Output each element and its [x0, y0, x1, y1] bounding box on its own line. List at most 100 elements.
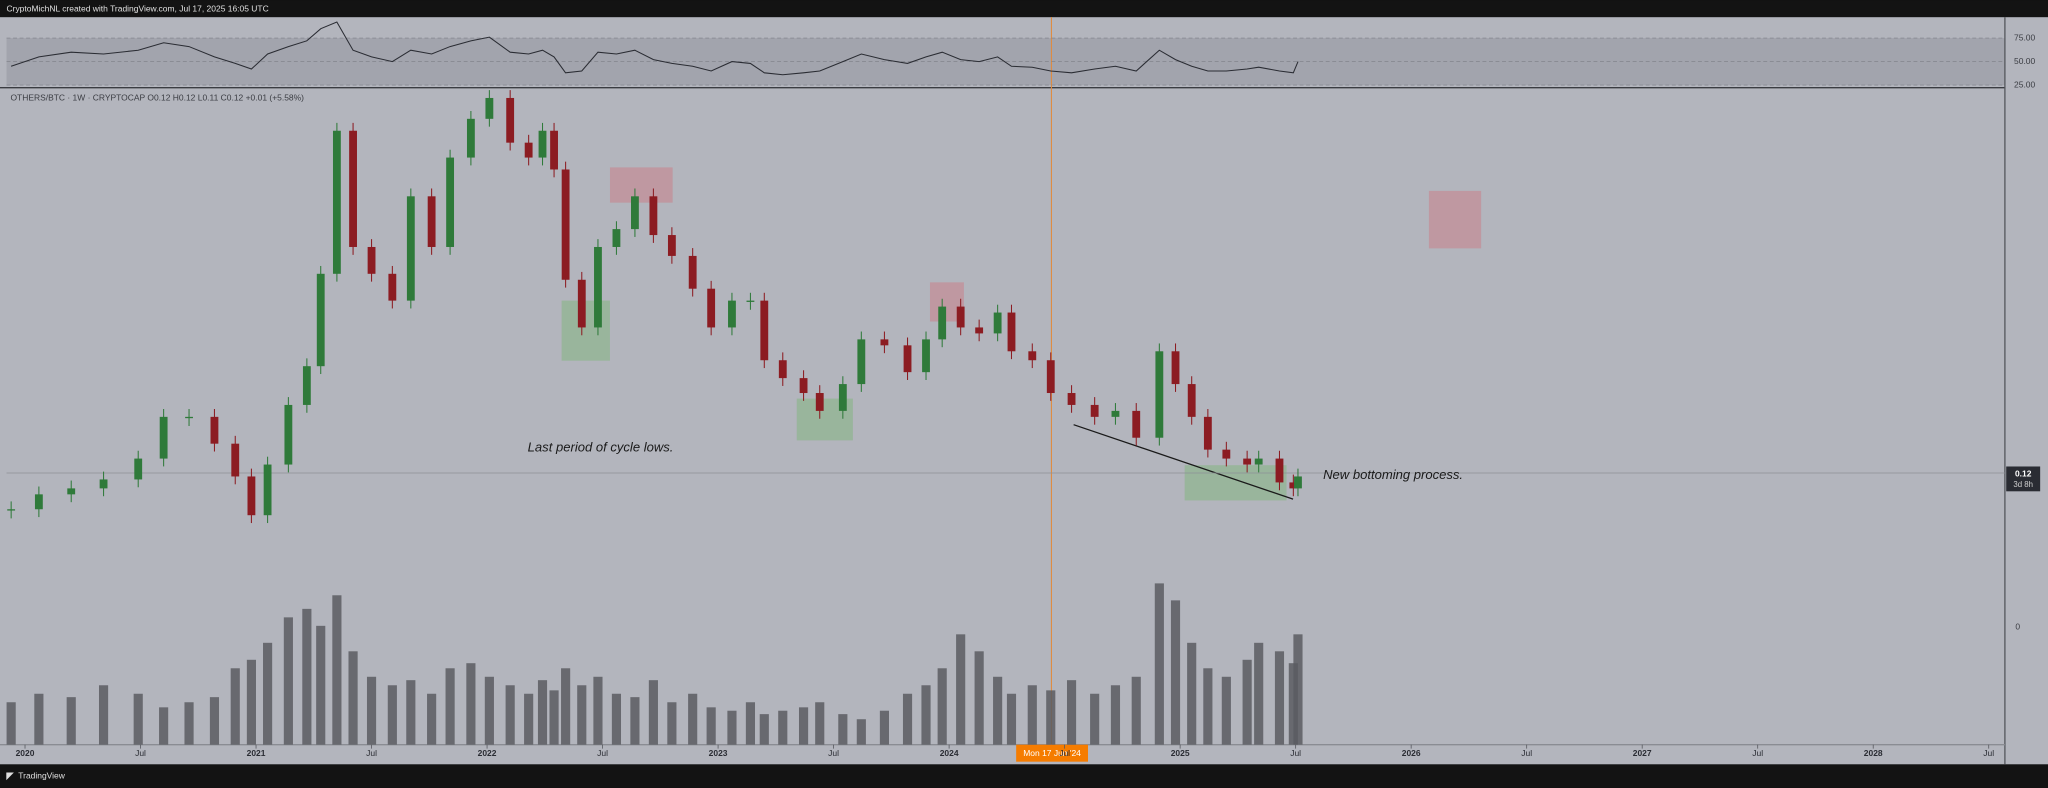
x-tick-label: 2022 [478, 748, 497, 758]
volume-bar [593, 676, 603, 745]
candle-body [799, 378, 808, 394]
volume-bar [537, 680, 548, 745]
volume-bar [706, 707, 716, 745]
volume-bar [1066, 680, 1077, 745]
x-tick-label: Jul [366, 748, 377, 758]
volume-bar [1242, 659, 1252, 745]
candle-body [1090, 404, 1099, 417]
volume-bar [230, 668, 240, 745]
volume-bar [159, 707, 169, 745]
candle-body [612, 229, 621, 247]
volume-bar [956, 634, 966, 745]
footer-logo: ◤ [6, 770, 15, 780]
volume-bar [778, 710, 788, 745]
volume-bar [34, 693, 44, 745]
volume-bar [427, 693, 437, 745]
candle-body [332, 130, 341, 274]
candle-body [367, 246, 376, 274]
volume-bar [727, 710, 737, 745]
x-tick-label: 2023 [709, 748, 728, 758]
candle-body [838, 384, 847, 411]
candle-body [524, 142, 533, 158]
candle-body [210, 416, 219, 444]
volume-bar [98, 685, 109, 745]
volume-bar [815, 702, 825, 745]
countdown-label: 3d 8h [2013, 480, 2033, 489]
volume-bar [1288, 663, 1298, 745]
volume-bar [549, 690, 559, 745]
volume-bar [630, 697, 640, 745]
candle-body [427, 196, 436, 247]
volume-bar [332, 595, 342, 745]
volume-bar [6, 702, 16, 745]
x-tick-label: 2021 [247, 748, 266, 758]
candle-body [99, 479, 108, 489]
candle-body [956, 306, 965, 328]
volume-bar [524, 693, 534, 745]
candle-body [1294, 476, 1302, 489]
candle-body [538, 130, 547, 158]
crosshair-time-label: Mon 17 Jun '24 [1023, 748, 1081, 758]
x-tick-label: Jul [1290, 748, 1301, 758]
candle-body [728, 300, 736, 328]
crosshair-time-box [1016, 744, 1088, 762]
candle-body [1155, 351, 1164, 438]
candle-body [1254, 458, 1263, 465]
volume-bar [902, 693, 913, 745]
candle-body [922, 339, 930, 373]
resistance-zone [1428, 190, 1482, 249]
volume-bar [838, 714, 848, 745]
volume-bar [445, 668, 455, 745]
candle-body [857, 339, 866, 385]
rsi-tick-label: 75.00 [2014, 32, 2035, 42]
x-tick-label: Jul [1983, 748, 1994, 758]
volume-bar [505, 685, 515, 745]
volume-bar [667, 702, 677, 745]
footer-brand: TradingView [18, 770, 65, 780]
candle-body [1203, 416, 1212, 450]
candle-body [284, 404, 293, 465]
candle-body [302, 366, 311, 405]
candle-body [1046, 360, 1055, 394]
candle-body [7, 509, 16, 511]
volume-bar [856, 719, 866, 745]
candle-body [594, 246, 602, 328]
candle-body [1007, 312, 1016, 352]
volume-bar [66, 697, 76, 745]
candle-body [903, 345, 912, 373]
volume-bar [577, 685, 587, 745]
candle-body [185, 416, 193, 419]
x-tick-label: 2020 [16, 748, 35, 758]
resistance-zone [609, 167, 673, 203]
volume-bar [745, 702, 756, 745]
volume-bar [348, 651, 358, 745]
candle-body [1171, 351, 1180, 385]
volume-bar [366, 676, 377, 745]
candle-body [561, 169, 570, 280]
volume-bar [1170, 600, 1181, 745]
candle-body [1067, 393, 1076, 405]
price-label: 0.12 [2015, 469, 2032, 479]
volume-bar [246, 659, 256, 745]
volume-bar [1090, 693, 1100, 745]
candle-body [993, 312, 1002, 334]
volume-bar [466, 663, 476, 745]
candle-body [406, 196, 415, 301]
x-tick-label: Jul [1521, 748, 1532, 758]
candle-body [159, 416, 168, 459]
candle-body [880, 339, 889, 346]
candle-body [1275, 458, 1284, 483]
x-tick-label: 2026 [1402, 748, 1421, 758]
x-tick-label: 2028 [1864, 748, 1883, 758]
price-label-box [2006, 466, 2041, 492]
x-tick-label: 2025 [1171, 748, 1190, 758]
volume-bar [879, 710, 889, 745]
candle-body [466, 118, 475, 158]
volume-bar [1046, 690, 1056, 745]
candle-body [1187, 384, 1196, 417]
candle-body [1289, 482, 1298, 489]
candle-body [667, 235, 676, 256]
candle-body [938, 306, 947, 340]
candle-body [1243, 458, 1252, 465]
volume-bar [316, 625, 326, 745]
